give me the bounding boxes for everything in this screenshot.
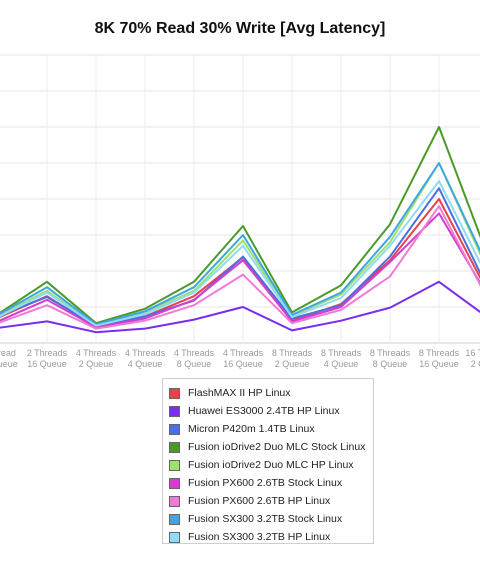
legend-label: Fusion ioDrive2 Duo MLC Stock Linux <box>188 441 366 453</box>
x-tick-label: 2 Threads 16 Queue <box>27 348 68 369</box>
x-tick-label: 4 Threads 2 Queue <box>76 348 117 369</box>
legend-label: Micron P420m 1.4TB Linux <box>188 423 315 435</box>
legend-label: Fusion SX300 3.2TB HP Linux <box>188 531 331 543</box>
x-tick-label: 8 Threads 4 Queue <box>321 348 362 369</box>
legend-swatch <box>169 531 180 543</box>
series-line-4 <box>0 126 480 325</box>
legend-label: Fusion SX300 3.2TB Stock Linux <box>188 513 343 525</box>
legend-label: Fusion PX600 2.6TB HP Linux <box>188 495 331 507</box>
legend-item: Huawei ES3000 2.4TB HP Linux <box>169 402 373 420</box>
x-tick-label: 4 Threads 4 Queue <box>125 348 166 369</box>
legend: FlashMAX II HP Linux Huawei ES3000 2.4TB … <box>162 378 374 544</box>
legend-item: Fusion PX600 2.6TB Stock Linux <box>169 474 373 492</box>
series-line-2 <box>0 280 480 334</box>
legend-swatch <box>169 477 180 489</box>
x-tick-label: 4 Threads 8 Queue <box>174 348 215 369</box>
x-tick-label: 1 Thread16 Queue <box>0 348 18 369</box>
series-line-8 <box>0 162 480 326</box>
grid-lines <box>0 54 480 344</box>
legend-item: Fusion ioDrive2 Duo MLC HP Linux <box>169 456 373 474</box>
legend-swatch <box>169 513 180 525</box>
legend-swatch <box>169 423 180 435</box>
legend-swatch <box>169 459 180 471</box>
legend-item: Fusion PX600 2.6TB HP Linux <box>169 492 373 510</box>
legend-swatch <box>169 495 180 507</box>
x-tick-label: 8 Threads 8 Queue <box>370 348 411 369</box>
series-line-9 <box>0 180 480 327</box>
series-lines <box>0 126 480 334</box>
legend-item: Fusion SX300 3.2TB Stock Linux <box>169 510 373 528</box>
legend-label: Fusion PX600 2.6TB Stock Linux <box>188 477 343 489</box>
chart-title: 8K 70% Read 30% Write [Avg Latency] <box>94 20 386 37</box>
legend-swatch <box>169 441 180 453</box>
series-line-6 <box>0 212 480 329</box>
legend-item: Fusion ioDrive2 Duo MLC Stock Linux <box>169 438 373 456</box>
legend-item: Micron P420m 1.4TB Linux <box>169 420 373 438</box>
series-line-7 <box>0 205 480 330</box>
x-tick-label: 8 Threads 16 Queue <box>419 348 460 369</box>
series-line-3 <box>0 187 480 327</box>
x-tick-label: 4 Threads 16 Queue <box>223 348 264 369</box>
legend-swatch <box>169 405 180 417</box>
legend-label: Fusion ioDrive2 Duo MLC HP Linux <box>188 459 354 471</box>
x-tick-label: 8 Threads 2 Queue <box>272 348 313 369</box>
legend-label: FlashMAX II HP Linux <box>188 387 291 399</box>
legend-swatch <box>169 387 180 399</box>
legend-item: Fusion SX300 3.2TB HP Linux <box>169 528 373 546</box>
legend-item: FlashMAX II HP Linux <box>169 384 373 402</box>
legend-label: Huawei ES3000 2.4TB HP Linux <box>188 405 340 417</box>
